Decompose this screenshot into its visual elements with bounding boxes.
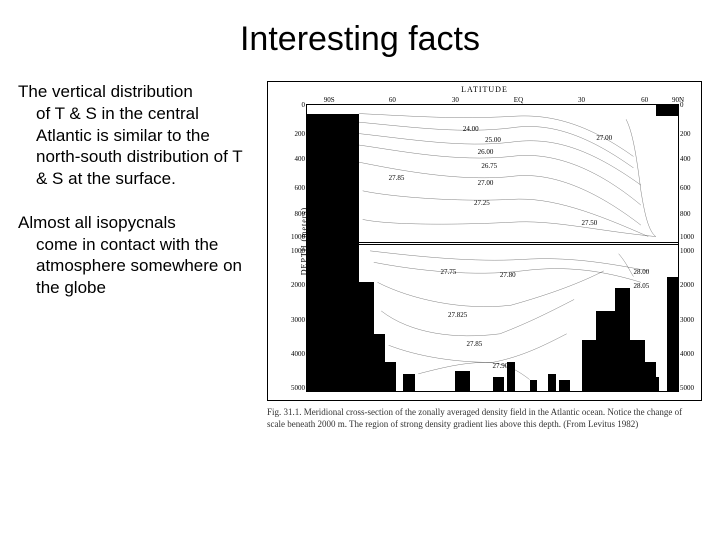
para1-first-line: The vertical distribution <box>18 82 193 101</box>
bathymetry-block <box>385 362 396 391</box>
y-tick-right: 800 <box>678 210 691 218</box>
bathymetry-block <box>455 371 470 391</box>
paragraph-1: The vertical distribution of T & S in th… <box>18 81 253 190</box>
contour-label: 27.80 <box>500 271 516 279</box>
bathymetry-block <box>374 334 385 391</box>
text-column: The vertical distribution of T & S in th… <box>18 81 253 430</box>
para1-rest: of T & S in the central Atlantic is simi… <box>18 103 253 190</box>
contour-label: 27.25 <box>474 199 490 207</box>
contour-label: 27.85 <box>467 340 483 348</box>
y-tick-right: 4000 <box>678 350 694 358</box>
y-tick-left: 200 <box>295 130 308 138</box>
y-tick-left: 1000 <box>291 247 307 255</box>
bathymetry-block <box>652 377 659 391</box>
para2-first-line: Almost all isopycnals <box>18 213 176 232</box>
bathymetry-block <box>493 377 504 391</box>
y-tick-left: 0 <box>302 101 308 109</box>
y-tick-right: 1000 <box>678 233 694 241</box>
y-tick-right: 1000 <box>678 247 694 255</box>
y-tick-right: 200 <box>678 130 691 138</box>
contour-label: 27.825 <box>448 311 467 319</box>
paragraph-2: Almost all isopycnals come in contact wi… <box>18 212 253 299</box>
x-axis-label: LATITUDE <box>461 85 508 94</box>
contour-label: 24.00 <box>463 125 479 133</box>
x-tick: EQ <box>514 96 523 105</box>
contour-label: 25.00 <box>485 136 501 144</box>
y-tick-left: 800 <box>295 210 308 218</box>
bathymetry-block <box>582 340 597 391</box>
y-tick-left: 1000 <box>291 233 307 241</box>
y-tick-right: 3000 <box>678 316 694 324</box>
slide: Interesting facts The vertical distribut… <box>0 0 720 540</box>
scale-break-line <box>307 242 678 245</box>
figure-caption: Fig. 31.1. Meridional cross-section of t… <box>267 407 702 430</box>
y-tick-left: 4000 <box>291 350 307 358</box>
y-tick-left: 5000 <box>291 384 307 392</box>
y-tick-right: 5000 <box>678 384 694 392</box>
y-tick-right: 2000 <box>678 281 694 289</box>
bathymetry-block <box>559 380 570 391</box>
contour-label: 27.75 <box>441 268 457 276</box>
content-row: The vertical distribution of T & S in th… <box>18 81 702 430</box>
contour-label: 28.00 <box>633 268 649 276</box>
slide-title: Interesting facts <box>18 20 702 59</box>
y-tick-left: 3000 <box>291 316 307 324</box>
x-tick: 60 <box>641 96 648 105</box>
contour-label: 28.05 <box>633 282 649 290</box>
bathymetry-block <box>403 374 414 391</box>
x-tick: 30 <box>578 96 585 105</box>
contour-label: 27.50 <box>582 219 598 227</box>
contour-label: 26.75 <box>481 162 497 170</box>
bathymetry-block <box>307 114 359 391</box>
plot-area: 90S6030EQ306090N020040060080010001000200… <box>306 104 679 392</box>
bathymetry-block <box>656 105 678 116</box>
bathymetry-block <box>667 277 678 391</box>
para2-rest: come in contact with the atmosphere some… <box>18 234 253 299</box>
contour-label: 27.90 <box>493 362 509 370</box>
bathymetry-block <box>548 374 555 391</box>
y-tick-right: 0 <box>678 101 684 109</box>
bathymetry-block <box>507 362 514 391</box>
contour-label: 27.00 <box>478 179 494 187</box>
y-tick-left: 400 <box>295 155 308 163</box>
x-tick: 60 <box>389 96 396 105</box>
x-tick: 30 <box>452 96 459 105</box>
bathymetry-block <box>530 380 537 391</box>
y-tick-right: 400 <box>678 155 691 163</box>
contour-label: 26.00 <box>478 148 494 156</box>
y-tick-left: 2000 <box>291 281 307 289</box>
bathymetry-block <box>630 340 645 391</box>
y-tick-right: 600 <box>678 184 691 192</box>
bathymetry-block <box>359 282 374 391</box>
bathymetry-block <box>615 288 630 391</box>
y-tick-left: 600 <box>295 184 308 192</box>
figure-column: LATITUDE DEPTH (meters) 90S6030EQ306090N… <box>267 81 702 430</box>
density-cross-section-figure: LATITUDE DEPTH (meters) 90S6030EQ306090N… <box>267 81 702 401</box>
contour-label: 27.00 <box>596 134 612 142</box>
bathymetry-block <box>596 311 615 391</box>
contour-label: 27.85 <box>389 174 405 182</box>
x-tick: 90S <box>324 96 335 105</box>
